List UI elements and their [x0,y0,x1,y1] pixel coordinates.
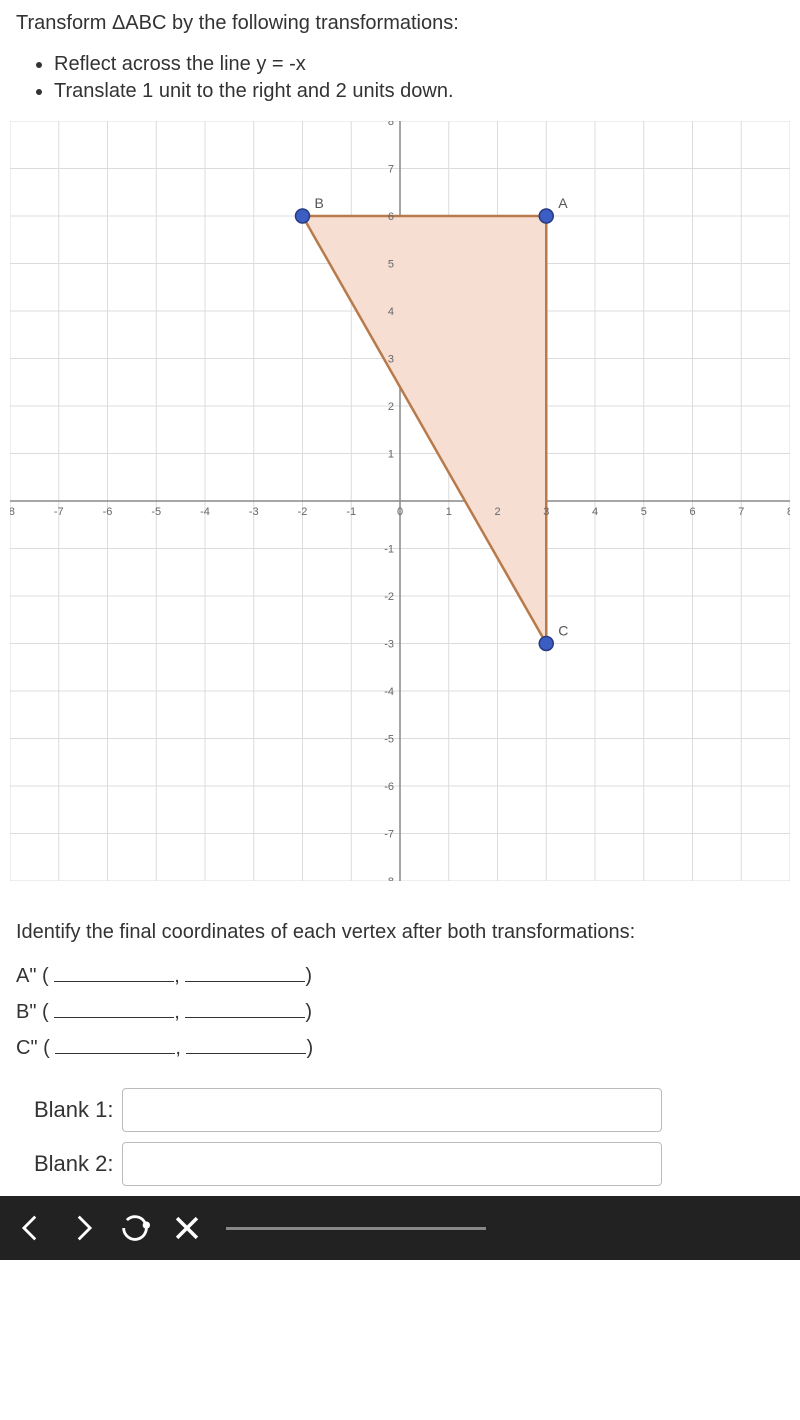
svg-text:-8: -8 [10,506,15,518]
blank-underline [186,1034,306,1054]
answer-label-a: A" ( [16,965,49,987]
svg-text:5: 5 [388,259,394,271]
close-icon[interactable] [170,1211,204,1245]
svg-text:6: 6 [689,506,695,518]
svg-text:A: A [558,195,568,211]
svg-text:6: 6 [388,211,394,223]
list-item: Translate 1 unit to the right and 2 unit… [54,80,784,103]
answer-label-b: B" ( [16,1001,49,1023]
blank-2-input[interactable] [122,1142,662,1186]
blank-underline [185,962,305,982]
svg-text:1: 1 [446,506,452,518]
svg-text:-6: -6 [103,506,113,518]
svg-text:-5: -5 [151,506,161,518]
blank-underline [185,998,305,1018]
svg-text:3: 3 [543,506,549,518]
svg-text:8: 8 [388,121,394,128]
svg-text:-2: -2 [384,591,394,603]
answer-row-c: C" ( , ) [16,1034,784,1060]
next-icon[interactable] [66,1211,100,1245]
blank-1-input[interactable] [122,1088,662,1132]
svg-text:4: 4 [592,506,598,518]
blank-2-label: Blank 2: [34,1151,114,1177]
nav-bar [0,1196,800,1260]
svg-text:8: 8 [787,506,790,518]
bullet-list: Reflect across the line y = -x Translate… [34,53,784,103]
blank-underline [54,962,174,982]
svg-text:2: 2 [494,506,500,518]
svg-text:-7: -7 [54,506,64,518]
svg-text:2: 2 [388,401,394,413]
svg-text:-4: -4 [200,506,210,518]
retry-icon[interactable] [118,1211,152,1245]
svg-text:-3: -3 [249,506,259,518]
blank-underline [55,1034,175,1054]
blank-underline [54,998,174,1018]
svg-text:B: B [315,195,324,211]
svg-text:7: 7 [738,506,744,518]
svg-text:4: 4 [388,306,394,318]
svg-text:0: 0 [397,506,403,518]
answer-row-b: B" ( , ) [16,998,784,1024]
svg-text:-6: -6 [384,781,394,793]
svg-text:-2: -2 [298,506,308,518]
svg-text:-5: -5 [384,734,394,746]
svg-text:-8: -8 [384,876,394,881]
svg-text:7: 7 [388,164,394,176]
answer-row-a: A" ( , ) [16,962,784,988]
answer-label-c: C" ( [16,1037,50,1059]
svg-text:C: C [558,623,568,639]
previous-icon[interactable] [14,1211,48,1245]
nav-divider [226,1227,486,1230]
svg-text:-1: -1 [384,544,394,556]
svg-text:-4: -4 [384,686,394,698]
identify-text: Identify the final coordinates of each v… [16,921,784,944]
list-item: Reflect across the line y = -x [54,53,784,76]
svg-text:-3: -3 [384,639,394,651]
svg-text:-7: -7 [384,829,394,841]
blank-1-label: Blank 1: [34,1097,114,1123]
svg-text:1: 1 [388,449,394,461]
svg-text:3: 3 [388,354,394,366]
question-prompt: Transform ΔABC by the following transfor… [16,12,784,35]
svg-text:5: 5 [641,506,647,518]
svg-text:-1: -1 [346,506,356,518]
coordinate-graph: -8 -7 -6 -5 -4 -3 -2 -1 0 1 2 3 4 5 6 7 8 -8 -7 -6 -5 -4 -3 -2 -… [10,121,790,881]
